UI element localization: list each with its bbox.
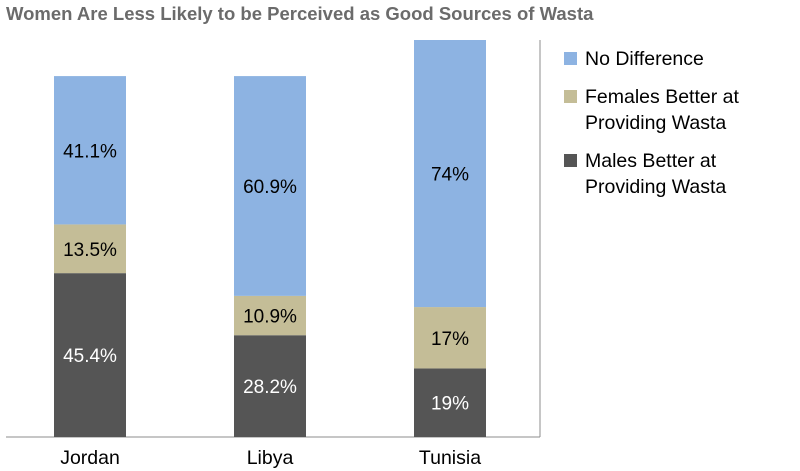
legend-label: Females Better at Providing Wasta bbox=[585, 86, 739, 134]
legend-item-no-difference: No Difference bbox=[564, 46, 794, 72]
legend-swatch bbox=[564, 154, 577, 167]
bar-segment bbox=[234, 76, 306, 296]
legend-item-females-better: Females Better at Providing Wasta bbox=[564, 84, 794, 136]
data-label: 74% bbox=[431, 165, 469, 186]
category-label: Tunisia bbox=[419, 447, 481, 469]
legend-swatch bbox=[564, 90, 577, 103]
legend-swatch bbox=[564, 52, 577, 65]
bars-group: 45.4% 13.5% 41.1% 28.2% 10.9% 60.9% 19% 17% 74% bbox=[54, 40, 486, 437]
bar-segment bbox=[54, 273, 126, 437]
data-label: 28.2% bbox=[243, 377, 297, 398]
bar-segment bbox=[234, 295, 306, 336]
bar-segment bbox=[54, 76, 126, 225]
bar-segment bbox=[414, 307, 486, 369]
category-labels-group: Jordan Libya Tunisia bbox=[60, 447, 481, 469]
category-label: Jordan bbox=[60, 447, 120, 469]
bar-segment bbox=[414, 40, 486, 308]
bar-segment bbox=[234, 335, 306, 437]
data-label: 13.5% bbox=[63, 240, 117, 261]
bar-segment bbox=[414, 368, 486, 437]
legend-label: Males Better at Providing Wasta bbox=[585, 150, 727, 198]
data-label: 10.9% bbox=[243, 307, 297, 328]
category-label: Libya bbox=[247, 447, 294, 469]
data-label: 17% bbox=[431, 329, 469, 350]
data-label: 19% bbox=[431, 394, 469, 415]
legend-item-males-better: Males Better at Providing Wasta bbox=[564, 148, 794, 200]
legend-label: No Difference bbox=[585, 48, 704, 70]
chart-title: Women Are Less Likely to be Perceived as… bbox=[6, 3, 594, 24]
data-label: 60.9% bbox=[243, 177, 297, 198]
legend: No Difference Females Better at Providin… bbox=[564, 46, 794, 212]
bar-segment bbox=[54, 224, 126, 274]
data-label: 41.1% bbox=[63, 141, 117, 162]
data-label: 45.4% bbox=[63, 346, 117, 367]
